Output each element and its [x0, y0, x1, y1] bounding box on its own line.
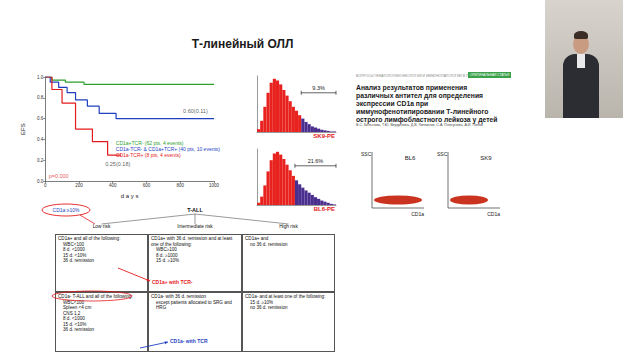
html-text:CD1a ≥10%: CD1a ≥10% [52, 207, 80, 213]
svg-text:SSC: SSC [361, 151, 372, 157]
html-text:WBC≥100: WBC≥100 [156, 247, 177, 252]
svg-text:EFS: EFS [20, 123, 26, 135]
html-text:CD1a- with TCR: CD1a- with TCR [170, 338, 208, 344]
svg-text:CD1a+TCR- (62 pts, 4 events): CD1a+TCR- (62 pts, 4 events) [115, 139, 184, 146]
svg-text:1000: 1000 [209, 183, 220, 188]
html-text:В.С. Бельнова, Т.Ю. Вердинова,: В.С. Бельнова, Т.Ю. Вердинова, Д.В. Литв… [356, 123, 483, 127]
html-text:ВОПРОСЫ ГЕМАТОЛОГИИ/ОНКОЛОГИИ: ВОПРОСЫ ГЕМАТОЛОГИИ/ОНКОЛОГИИ И ИММУНОПА… [356, 74, 487, 78]
svg-text:d a y s: d a y s [121, 193, 139, 199]
html-text:no 36 d. remission: no 36 d. remission [250, 305, 288, 310]
html-text:WBC<100: WBC<100 [63, 299, 85, 305]
html-text:36 d. remission: 36 d. remission [63, 258, 95, 263]
svg-text:CD1a-TCR+ (8 pts, 4 events): CD1a-TCR+ (8 pts, 4 events) [116, 152, 181, 158]
svg-text:9.3%: 9.3% [312, 85, 325, 91]
html-text:8 d. ≥1000: 8 d. ≥1000 [156, 252, 178, 258]
html-text:Т-линейный ОЛЛ: Т-линейный ОЛЛ [191, 37, 294, 51]
html-text:Анализ результатов применения: Анализ результатов применения различных … [356, 84, 498, 123]
html-text:no 36 d. remission: no 36 d. remission [250, 241, 288, 247]
html-text:except patients allocated to S: except patients allocated to SRG and HRG [156, 299, 232, 310]
html-text:15 d. <10%: 15 d. <10% [63, 252, 87, 258]
svg-text:p=0.000: p=0.000 [49, 173, 69, 179]
html-text:36 d. remission: 36 d. remission [63, 327, 95, 332]
svg-text:21.6%: 21.6% [308, 158, 324, 164]
svg-text:1.0: 1.0 [37, 75, 44, 80]
svg-text:CD1a: CD1a [487, 211, 500, 217]
svg-text:SK9-PE: SK9-PE [313, 133, 335, 139]
svg-text:0.60(0.11): 0.60(0.11) [183, 108, 208, 114]
html-text:Intermediate risk: Intermediate risk [177, 224, 213, 229]
html-text:High risk: High risk [279, 224, 298, 229]
svg-text:400: 400 [109, 183, 117, 188]
svg-text:600: 600 [143, 183, 151, 188]
svg-text:0.4: 0.4 [37, 137, 44, 142]
svg-text:0.2: 0.2 [37, 158, 44, 163]
svg-text:SK9: SK9 [480, 155, 492, 161]
svg-text:BL6: BL6 [405, 155, 416, 161]
svg-text:0.8: 0.8 [37, 95, 44, 100]
html-text:8 d. <1000: 8 d. <1000 [63, 247, 85, 252]
html-text:15 d. ≥10%: 15 d. ≥10% [250, 299, 274, 305]
html-text:CD1a+ and all of the following: CD1a+ and all of the following: [58, 236, 121, 241]
html-text:T-ALL: T-ALL [187, 207, 203, 213]
html-text:CD1a- T-ALL and all of the fol: CD1a- T-ALL and all of the following: [58, 294, 133, 299]
svg-text:0.0: 0.0 [37, 179, 44, 184]
html-text:8 d. <1000: 8 d. <1000 [63, 316, 85, 321]
html-text:Low risk: Low risk [92, 224, 111, 229]
svg-text:0.25(0.18): 0.25(0.18) [105, 161, 130, 167]
html-text:CD1a+ with 36 d. remission and: CD1a+ with 36 d. remission and at least … [151, 236, 233, 247]
html-text:CD1a- with 36 d. remission: CD1a- with 36 d. remission [151, 294, 207, 299]
html-text:Spleen <4 cm: Spleen <4 cm [63, 305, 92, 310]
html-text:15 d. ≥10%: 15 d. ≥10% [156, 258, 180, 263]
html-text:ОРИГИНАЛЬНАЯ СТАТЬЯ: ОРИГИНАЛЬНАЯ СТАТЬЯ [470, 73, 510, 77]
svg-text:SSC: SSC [437, 151, 448, 157]
html-text:WBC<100: WBC<100 [63, 241, 85, 247]
html-text:CD1a- and at least one of the: CD1a- and at least one of the following: [245, 294, 326, 299]
svg-text:200: 200 [75, 183, 83, 188]
html-text:CNS 1,2: CNS 1,2 [63, 310, 81, 316]
svg-text:CD1a-TCR- & CD1a+TCR+ (40 pts,: CD1a-TCR- & CD1a+TCR+ (40 pts, 10 events… [115, 145, 220, 152]
html-text:CD1a+ and: CD1a+ and [245, 236, 269, 241]
html-text:CD1a+ with TCR-: CD1a+ with TCR- [152, 279, 193, 285]
svg-text:0.6: 0.6 [37, 116, 44, 121]
html-text:15 d. <10%: 15 d. <10% [63, 321, 87, 327]
svg-text:BL6-PE: BL6-PE [314, 206, 335, 212]
svg-text:CD1a: CD1a [411, 211, 424, 217]
svg-text:800: 800 [176, 183, 184, 188]
svg-text:0: 0 [44, 183, 47, 188]
